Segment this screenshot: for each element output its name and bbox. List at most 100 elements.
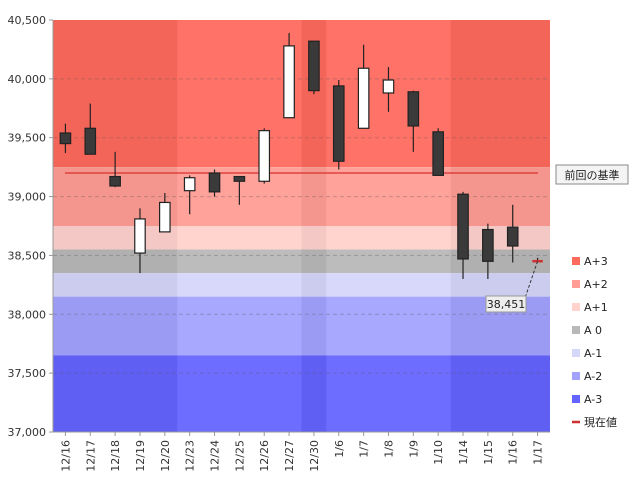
legend-swatch — [572, 280, 580, 288]
x-tick-label: 12/27 — [283, 440, 296, 472]
current-value-callout: 38,451 — [485, 295, 527, 313]
candle-1-8 — [382, 67, 395, 112]
candle-body — [233, 175, 246, 182]
candle-12-30 — [308, 40, 320, 95]
candle-body — [134, 218, 146, 254]
legend-swatch — [572, 395, 580, 403]
y-tick-label: 39,000 — [8, 191, 47, 204]
candle-1-10 — [432, 128, 444, 176]
candle-body — [258, 130, 271, 182]
candle-body — [208, 172, 221, 193]
candle-12-17 — [84, 103, 97, 155]
legend-label: A 0 — [584, 324, 602, 337]
candle-12-23 — [183, 175, 196, 215]
y-tick-label: 37,000 — [8, 426, 47, 439]
candle-1-7 — [357, 44, 370, 129]
legend-item: A-2 — [572, 370, 602, 383]
x-tick-label: 12/18 — [109, 440, 122, 472]
legend-label: 現在値 — [584, 416, 617, 429]
x-tick-label: 12/30 — [308, 440, 321, 472]
candle-body — [109, 175, 121, 187]
band-a0 — [53, 249, 550, 274]
legend-item: A+2 — [572, 278, 608, 291]
band-aminus1 — [53, 273, 550, 297]
legend-item: A-1 — [572, 347, 602, 360]
candle-1-14 — [457, 191, 469, 279]
legend-label: A-2 — [584, 370, 602, 383]
x-tick-label: 1/9 — [407, 440, 420, 458]
candle-body — [183, 177, 196, 192]
y-tick-label: 39,500 — [8, 132, 47, 145]
reference-label-box — [555, 164, 629, 185]
candle-12-16 — [59, 123, 72, 154]
band-aplus1 — [53, 226, 550, 250]
candle-body — [432, 131, 444, 176]
x-tick-label: 1/6 — [333, 440, 346, 458]
legend-item: A 0 — [572, 324, 602, 337]
y-tick-label: 37,500 — [8, 367, 47, 380]
x-tick-label: 12/25 — [233, 440, 246, 472]
candle-body — [332, 85, 345, 162]
legend-item: A+3 — [572, 255, 608, 268]
x-tick-label: 1/7 — [358, 440, 371, 458]
week-shading-layer — [53, 20, 550, 432]
candle-body — [457, 193, 469, 260]
candle-12-20 — [159, 193, 171, 233]
x-tick-label: 1/17 — [532, 440, 545, 465]
legend-swatch — [572, 372, 580, 380]
legend-item: A+1 — [572, 301, 608, 314]
candle-12-26 — [258, 128, 271, 184]
candle-body — [159, 201, 171, 233]
candle-body — [482, 228, 494, 262]
reference-label-text: 前回の基準 — [565, 168, 620, 182]
reference-label: 前回の基準 — [555, 164, 629, 185]
x-tick-label: 1/14 — [457, 440, 470, 465]
current-value-label: 38,451 — [487, 298, 526, 311]
y-tick-label: 38,000 — [8, 308, 47, 321]
x-tick-label: 12/16 — [59, 440, 72, 472]
legend: A+3 A+2 A+1 A 0 A-1 A-2 A-3 現在値 — [572, 255, 617, 429]
week-shade — [177, 20, 302, 432]
legend-item: A-3 — [572, 393, 602, 406]
y-tick-label: 40,000 — [8, 73, 47, 86]
candle-12-25 — [233, 175, 246, 205]
candle-12-19 — [134, 208, 146, 274]
x-tick-label: 1/10 — [432, 440, 445, 465]
x-tick-label: 12/24 — [209, 440, 222, 472]
y-tick-label: 38,500 — [8, 249, 47, 262]
x-tick-label: 12/19 — [134, 440, 147, 472]
band-aminus2 — [53, 296, 550, 356]
x-tick-label: 12/17 — [84, 440, 97, 472]
candles-layer — [59, 32, 543, 279]
y-tick-label: 40,500 — [8, 14, 47, 27]
legend-swatch — [572, 326, 580, 334]
candle-body — [84, 127, 97, 155]
legend-label: A-3 — [584, 393, 602, 406]
legend-label: A+2 — [584, 278, 608, 291]
candle-12-27 — [283, 32, 295, 119]
legend-swatch — [572, 257, 580, 265]
week-shade — [53, 20, 178, 432]
x-tick-label: 1/16 — [507, 440, 520, 465]
current-value-box — [485, 295, 527, 313]
band-aminus3 — [53, 355, 550, 432]
candle-1-16 — [506, 204, 519, 263]
x-tick-label: 1/15 — [482, 440, 495, 465]
x-tick-label: 1/8 — [382, 440, 395, 458]
axes-layer: 37,000 37,500 38,000 38,500 39,000 39,500 40,0… — [8, 14, 550, 472]
candle-12-24 — [208, 169, 221, 197]
candle-body — [407, 91, 420, 127]
candle-body — [283, 45, 295, 119]
legend-item: 現在値 — [572, 416, 617, 429]
legend-label: A-1 — [584, 347, 602, 360]
candle-1-15 — [482, 223, 494, 279]
x-tick-label: 12/26 — [258, 440, 271, 472]
x-tick-label: 12/20 — [159, 440, 172, 472]
candle-body — [506, 226, 519, 247]
candle-body — [357, 67, 370, 129]
legend-label: A+1 — [584, 301, 608, 314]
candle-1-6 — [332, 80, 345, 170]
legend-swatch — [572, 303, 580, 311]
legend-label: A+3 — [584, 255, 608, 268]
legend-swatch — [572, 349, 580, 357]
